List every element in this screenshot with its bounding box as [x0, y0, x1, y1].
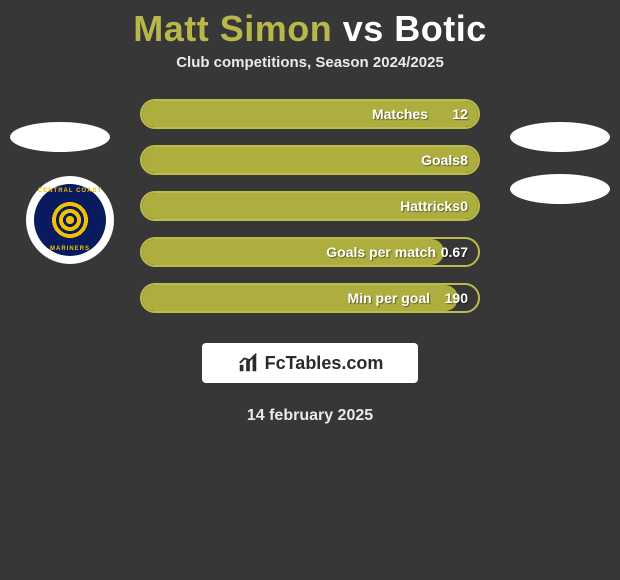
player2-name: Botic — [394, 8, 487, 49]
club-badge-text-bottom: MARINERS — [34, 246, 106, 252]
player1-photo-placeholder — [10, 122, 110, 152]
stat-label: Hattricks — [400, 198, 460, 214]
stat-value: 0 — [460, 198, 468, 214]
stat-row: Hattricks0 — [140, 191, 480, 221]
vs-text: vs — [343, 8, 384, 49]
bar-chart-icon — [237, 352, 259, 374]
comparison-title: Matt Simon vs Botic — [0, 0, 620, 54]
brand-text: FcTables.com — [265, 353, 384, 374]
stat-row: Goals8 — [140, 145, 480, 175]
brand-box[interactable]: FcTables.com — [202, 343, 418, 383]
stat-value: 8 — [460, 152, 468, 168]
stat-value: 0.67 — [441, 244, 468, 260]
club-badge-inner: CENTRAL COAST MARINERS — [34, 184, 106, 256]
player2-photo-placeholder — [510, 122, 610, 152]
stat-label: Matches — [372, 106, 428, 122]
stat-row: Goals per match 0.67 — [140, 237, 480, 267]
stat-row: Min per goal 190 — [140, 283, 480, 313]
stat-label: Goals — [421, 152, 460, 168]
player1-club-badge: CENTRAL COAST MARINERS — [26, 176, 114, 264]
stat-value: 12 — [452, 106, 468, 122]
player1-name: Matt Simon — [133, 8, 332, 49]
stat-value: 190 — [445, 290, 468, 306]
date-line: 14 february 2025 — [0, 407, 620, 425]
stat-label: Goals per match — [326, 244, 436, 260]
stat-label: Min per goal — [348, 290, 430, 306]
subtitle: Club competitions, Season 2024/2025 — [0, 54, 620, 71]
player2-club-placeholder — [510, 174, 610, 204]
stats-chart: Matches 12 Goals8 Hattricks0 Goals per match… — [140, 99, 480, 313]
stat-row: Matches 12 — [140, 99, 480, 129]
club-badge-core — [51, 201, 89, 239]
club-badge-text-top: CENTRAL COAST — [34, 188, 106, 194]
